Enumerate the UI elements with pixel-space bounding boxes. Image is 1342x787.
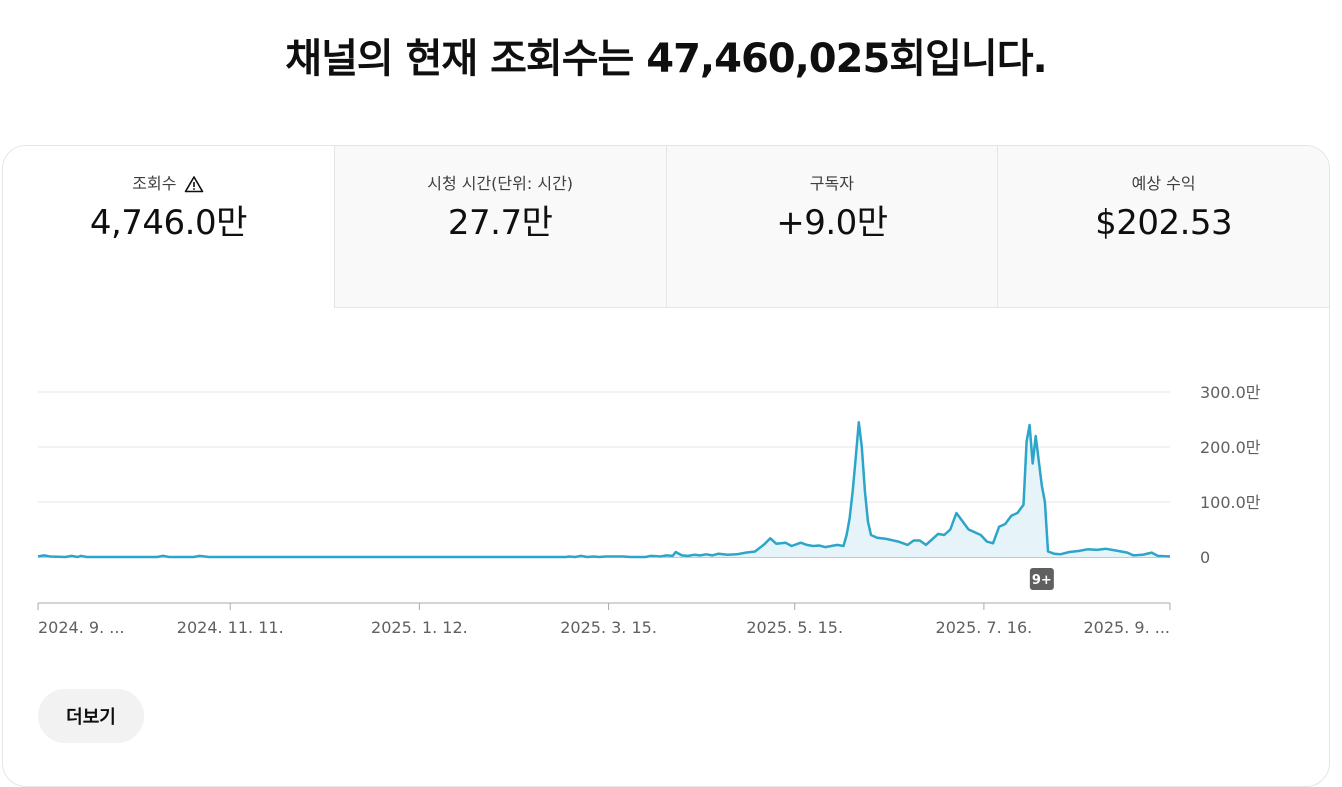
y-tick-label: 100.0만 — [1200, 493, 1261, 512]
y-tick-label: 200.0만 — [1200, 438, 1261, 457]
views-chart[interactable]: 0 100.0만 200.0만 300.0만 2024. 9. ... 2024. 11.… — [0, 0, 1342, 650]
x-tick-label: 2024. 11. 11. — [177, 618, 284, 637]
tab-label: 조회수 — [132, 174, 177, 193]
analytics-card: 조회수 4,746.0만 시청 시간(단위: 시간) 27.7만 구독자 +9.… — [2, 145, 1330, 787]
x-tick-label: 2025. 1. 12. — [371, 618, 468, 637]
marker-badge[interactable] — [1029, 568, 1054, 590]
series-line — [37, 421, 1171, 559]
y-tick-label: 300.0만 — [1200, 383, 1261, 402]
x-tick-label: 2025. 9. ... — [1084, 618, 1171, 637]
tab-views[interactable]: 조회수 4,746.0만 — [3, 146, 334, 308]
x-tick-label: 2025. 7. 16. — [936, 618, 1033, 637]
x-tick-label: 2025. 3. 15. — [560, 618, 657, 637]
x-tick-label: 2024. 9. ... — [38, 618, 125, 637]
tab-label: 시청 시간(단위: 시간) — [427, 174, 574, 193]
tab-label: 구독자 — [809, 174, 854, 193]
tab-watch-time[interactable]: 시청 시간(단위: 시간) 27.7만 — [333, 146, 666, 308]
marker-badge-label: 9+ — [1032, 573, 1052, 588]
tab-value: $202.53 — [1095, 203, 1233, 243]
tab-value: 4,746.0만 — [89, 203, 248, 243]
more-button[interactable]: 더보기 — [38, 689, 144, 743]
tab-revenue[interactable]: 예상 수익 $202.53 — [997, 146, 1329, 308]
warning-icon[interactable] — [184, 175, 204, 193]
tab-label: 예상 수익 — [1131, 174, 1196, 193]
tab-value: +9.0만 — [776, 203, 888, 243]
tab-subscribers[interactable]: 구독자 +9.0만 — [665, 146, 998, 308]
x-tick-label: 2025. 5. 15. — [746, 618, 843, 637]
tab-value: 27.7만 — [447, 203, 553, 243]
metric-tabs: 조회수 4,746.0만 시청 시간(단위: 시간) 27.7만 구독자 +9.… — [3, 146, 1329, 308]
page-title: 채널의 현재 조회수는 47,460,025회입니다. — [285, 36, 1047, 82]
series-area — [38, 422, 1170, 557]
y-tick-label: 0 — [1200, 548, 1210, 567]
tab-views-label-row: 조회수 — [3, 173, 334, 195]
